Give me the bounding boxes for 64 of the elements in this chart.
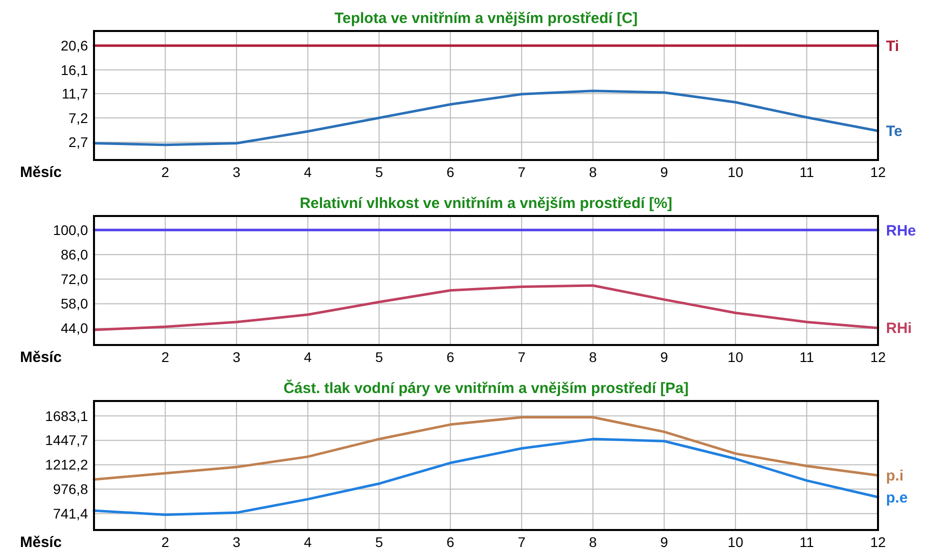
line-series [92,416,880,481]
y-tick-label: 1683,1 [45,408,88,424]
line-series [92,90,880,146]
x-tick-label: 4 [304,534,312,550]
series-label: p.i [886,468,904,485]
y-tick-label: 1447,7 [45,432,88,448]
chart-title: Relativní vlhkost ve vnitřním a vnějším prostředí [%] [300,195,672,212]
x-tick-label: 4 [304,164,312,180]
y-tick-label: 741,4 [52,505,88,522]
x-axis-title: Měsíc [20,534,62,551]
series-label: Ti [886,38,900,55]
y-tick-label: 72,0 [60,271,88,288]
x-tick-label: 8 [589,164,598,180]
x-tick-label: 12 [870,164,886,180]
x-tick-label: 3 [232,349,241,365]
x-tick-label: 5 [375,164,384,180]
x-tick-label: 11 [799,164,814,180]
x-tick-label: 6 [446,534,454,550]
x-tick-label: 5 [375,349,384,365]
y-tick-label: 976,8 [52,481,88,498]
x-axis-title: Měsíc [20,164,62,181]
y-tick-label: 20,6 [60,37,88,54]
chart-title: Teplota ve vnitřním a vnějším prostředí [C] [334,10,638,27]
series-label: RHe [886,222,916,240]
y-tick-label: 100,0 [52,222,88,238]
x-tick-label: 12 [870,349,886,365]
chart-title: Část. tlak vodní páry ve vnitřním a vnějším prostředí [Pa] [283,379,689,397]
y-tick-label: 1212,2 [45,456,88,473]
x-axis-title: Měsíc [20,349,62,366]
x-tick-label: 12 [870,534,886,550]
x-tick-label: 9 [660,534,668,550]
x-tick-label: 9 [660,349,668,365]
x-tick-label: 4 [304,349,312,365]
x-tick-label: 2 [161,164,170,180]
x-tick-label: 8 [589,534,598,550]
x-tick-label: 5 [375,534,384,550]
series-label: p.e [886,489,908,506]
series-label: Te [886,123,902,140]
y-tick-label: 2,7 [68,134,88,150]
y-tick-label: 7,2 [68,110,88,126]
y-tick-label: 44,0 [60,320,88,336]
x-tick-label: 11 [799,349,814,365]
x-tick-label: 7 [518,349,526,365]
x-tick-label: 10 [728,534,744,550]
x-tick-label: 7 [518,164,526,180]
series-label: RHi [886,320,912,338]
x-tick-label: 2 [161,349,170,365]
y-tick-label: 58,0 [60,296,88,312]
x-tick-label: 6 [446,164,454,180]
y-tick-label: 11,7 [62,86,88,102]
x-tick-label: 11 [799,534,814,550]
x-tick-label: 3 [232,164,241,180]
y-tick-label: 86,0 [60,246,88,263]
x-tick-label: 2 [161,534,170,550]
x-tick-label: 10 [728,164,744,180]
x-tick-label: 3 [232,534,241,550]
x-tick-label: 8 [589,349,598,365]
x-tick-label: 9 [660,164,668,180]
line-series [92,284,880,332]
y-tick-label: 16,1 [60,62,88,78]
x-tick-label: 10 [728,349,744,365]
line-series [92,438,880,516]
x-tick-label: 6 [446,349,454,365]
x-tick-label: 7 [518,534,526,550]
